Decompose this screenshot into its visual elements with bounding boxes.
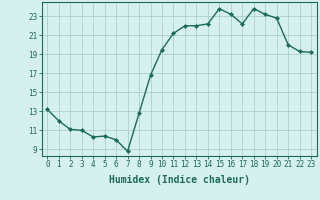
- X-axis label: Humidex (Indice chaleur): Humidex (Indice chaleur): [109, 175, 250, 185]
